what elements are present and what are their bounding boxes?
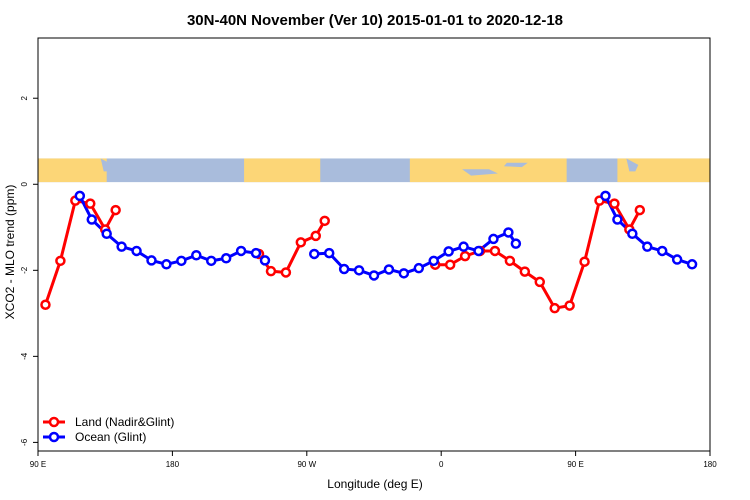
land-data-point bbox=[459, 250, 471, 262]
ocean-data-point bbox=[116, 241, 127, 252]
map-land bbox=[244, 158, 321, 183]
ocean-data-point bbox=[612, 214, 623, 225]
chart-title: 30N-40N November (Ver 10) 2015-01-01 to … bbox=[187, 12, 563, 29]
map-ocean bbox=[38, 158, 710, 183]
land-data-point bbox=[609, 198, 620, 209]
y-tick-label: 2 bbox=[20, 95, 29, 100]
legend-ocean-label: Ocean (Glint) bbox=[75, 430, 146, 444]
ocean-data-point bbox=[205, 255, 217, 267]
ocean-data-point bbox=[131, 245, 142, 257]
y-tick-label: 0 bbox=[20, 181, 29, 186]
ocean-data-point bbox=[259, 255, 271, 266]
map-sea bbox=[626, 158, 639, 172]
legend-ocean-marker bbox=[48, 431, 60, 443]
ocean-data-point bbox=[368, 270, 380, 281]
ocean-data-point bbox=[146, 255, 157, 266]
land-data-point bbox=[489, 245, 501, 257]
land-data-point bbox=[280, 267, 292, 278]
ocean-data-point bbox=[473, 245, 484, 257]
y-axis: 2 0 -2 -4 -6 bbox=[20, 95, 38, 446]
ocean-data-point bbox=[309, 248, 320, 260]
land-data-point bbox=[40, 299, 51, 310]
ocean-data-point bbox=[338, 263, 350, 275]
map-sea bbox=[100, 158, 113, 172]
ocean-data-point bbox=[353, 265, 365, 276]
y-tick-label: -6 bbox=[20, 438, 29, 446]
ocean-data-point bbox=[458, 241, 469, 252]
data-lines bbox=[44, 195, 693, 310]
land-series-line bbox=[257, 220, 327, 274]
ocean-data-point bbox=[428, 255, 439, 267]
ocean-data-point bbox=[323, 247, 335, 259]
ocean-data-point bbox=[510, 238, 522, 249]
ocean-data-point bbox=[191, 250, 202, 261]
ocean-data-point bbox=[101, 228, 112, 239]
ocean-data-point bbox=[220, 253, 232, 264]
world-map-band bbox=[38, 158, 710, 183]
ocean-data-point bbox=[686, 259, 698, 270]
x-axis: 90 E 180 90 W 0 90 E 180 bbox=[30, 451, 717, 469]
ocean-data-point bbox=[161, 259, 172, 270]
map-sea bbox=[462, 169, 498, 176]
land-series-line bbox=[44, 199, 117, 306]
ocean-data-point bbox=[600, 190, 611, 202]
x-tick-label: 180 bbox=[703, 460, 717, 469]
legend: Land (Nadir&Glint) Ocean (Glint) bbox=[43, 415, 174, 444]
ocean-data-point bbox=[250, 247, 262, 259]
land-data-point bbox=[579, 256, 590, 267]
x-tick-label: 180 bbox=[166, 460, 180, 469]
plot-frame bbox=[37, 37, 711, 452]
land-data-point bbox=[564, 300, 575, 311]
y-axis-title: XCO2 - MLO trend (ppm) bbox=[3, 185, 17, 320]
land-data-point bbox=[85, 198, 96, 209]
ocean-data-point bbox=[488, 233, 499, 245]
legend-land-marker bbox=[48, 416, 60, 428]
x-tick-label: 90 E bbox=[567, 460, 583, 469]
land-data-point bbox=[444, 259, 456, 270]
land-data-point bbox=[110, 204, 121, 216]
y-tick-label: -4 bbox=[20, 352, 29, 360]
map-sea bbox=[503, 162, 528, 168]
land-data-point bbox=[534, 276, 546, 288]
x-tick-label: 0 bbox=[439, 460, 444, 469]
y-tick-label: -2 bbox=[20, 266, 29, 274]
x-axis-title: Longitude (deg E) bbox=[327, 477, 422, 491]
ocean-data-point bbox=[671, 254, 683, 265]
x-tick-label: 90 W bbox=[297, 460, 316, 469]
ocean-data-point bbox=[656, 245, 668, 257]
land-data-point bbox=[310, 230, 322, 242]
legend-land-label: Land (Nadir&Glint) bbox=[75, 415, 174, 429]
data-points bbox=[40, 190, 698, 314]
ocean-data-point bbox=[627, 228, 638, 239]
ocean-data-point bbox=[443, 246, 454, 257]
ocean-data-point bbox=[413, 262, 425, 274]
map-land bbox=[617, 158, 710, 183]
land-data-point bbox=[519, 266, 531, 277]
land-data-point bbox=[504, 255, 516, 267]
land-data-point bbox=[265, 265, 277, 277]
land-data-point bbox=[295, 237, 307, 248]
land-data-point bbox=[319, 215, 330, 227]
land-data-point bbox=[55, 255, 66, 267]
ocean-data-point bbox=[503, 227, 514, 238]
map-land bbox=[38, 158, 107, 183]
land-data-point bbox=[634, 204, 646, 216]
ocean-data-point bbox=[383, 264, 395, 275]
ocean-data-point bbox=[176, 255, 187, 267]
x-tick-label: 90 E bbox=[30, 460, 46, 469]
ocean-data-point bbox=[398, 268, 410, 279]
land-data-point bbox=[549, 302, 560, 314]
ocean-data-point bbox=[235, 245, 247, 257]
ocean-data-point bbox=[642, 241, 653, 252]
ocean-data-point bbox=[86, 214, 98, 225]
ocean-data-point bbox=[74, 190, 86, 202]
